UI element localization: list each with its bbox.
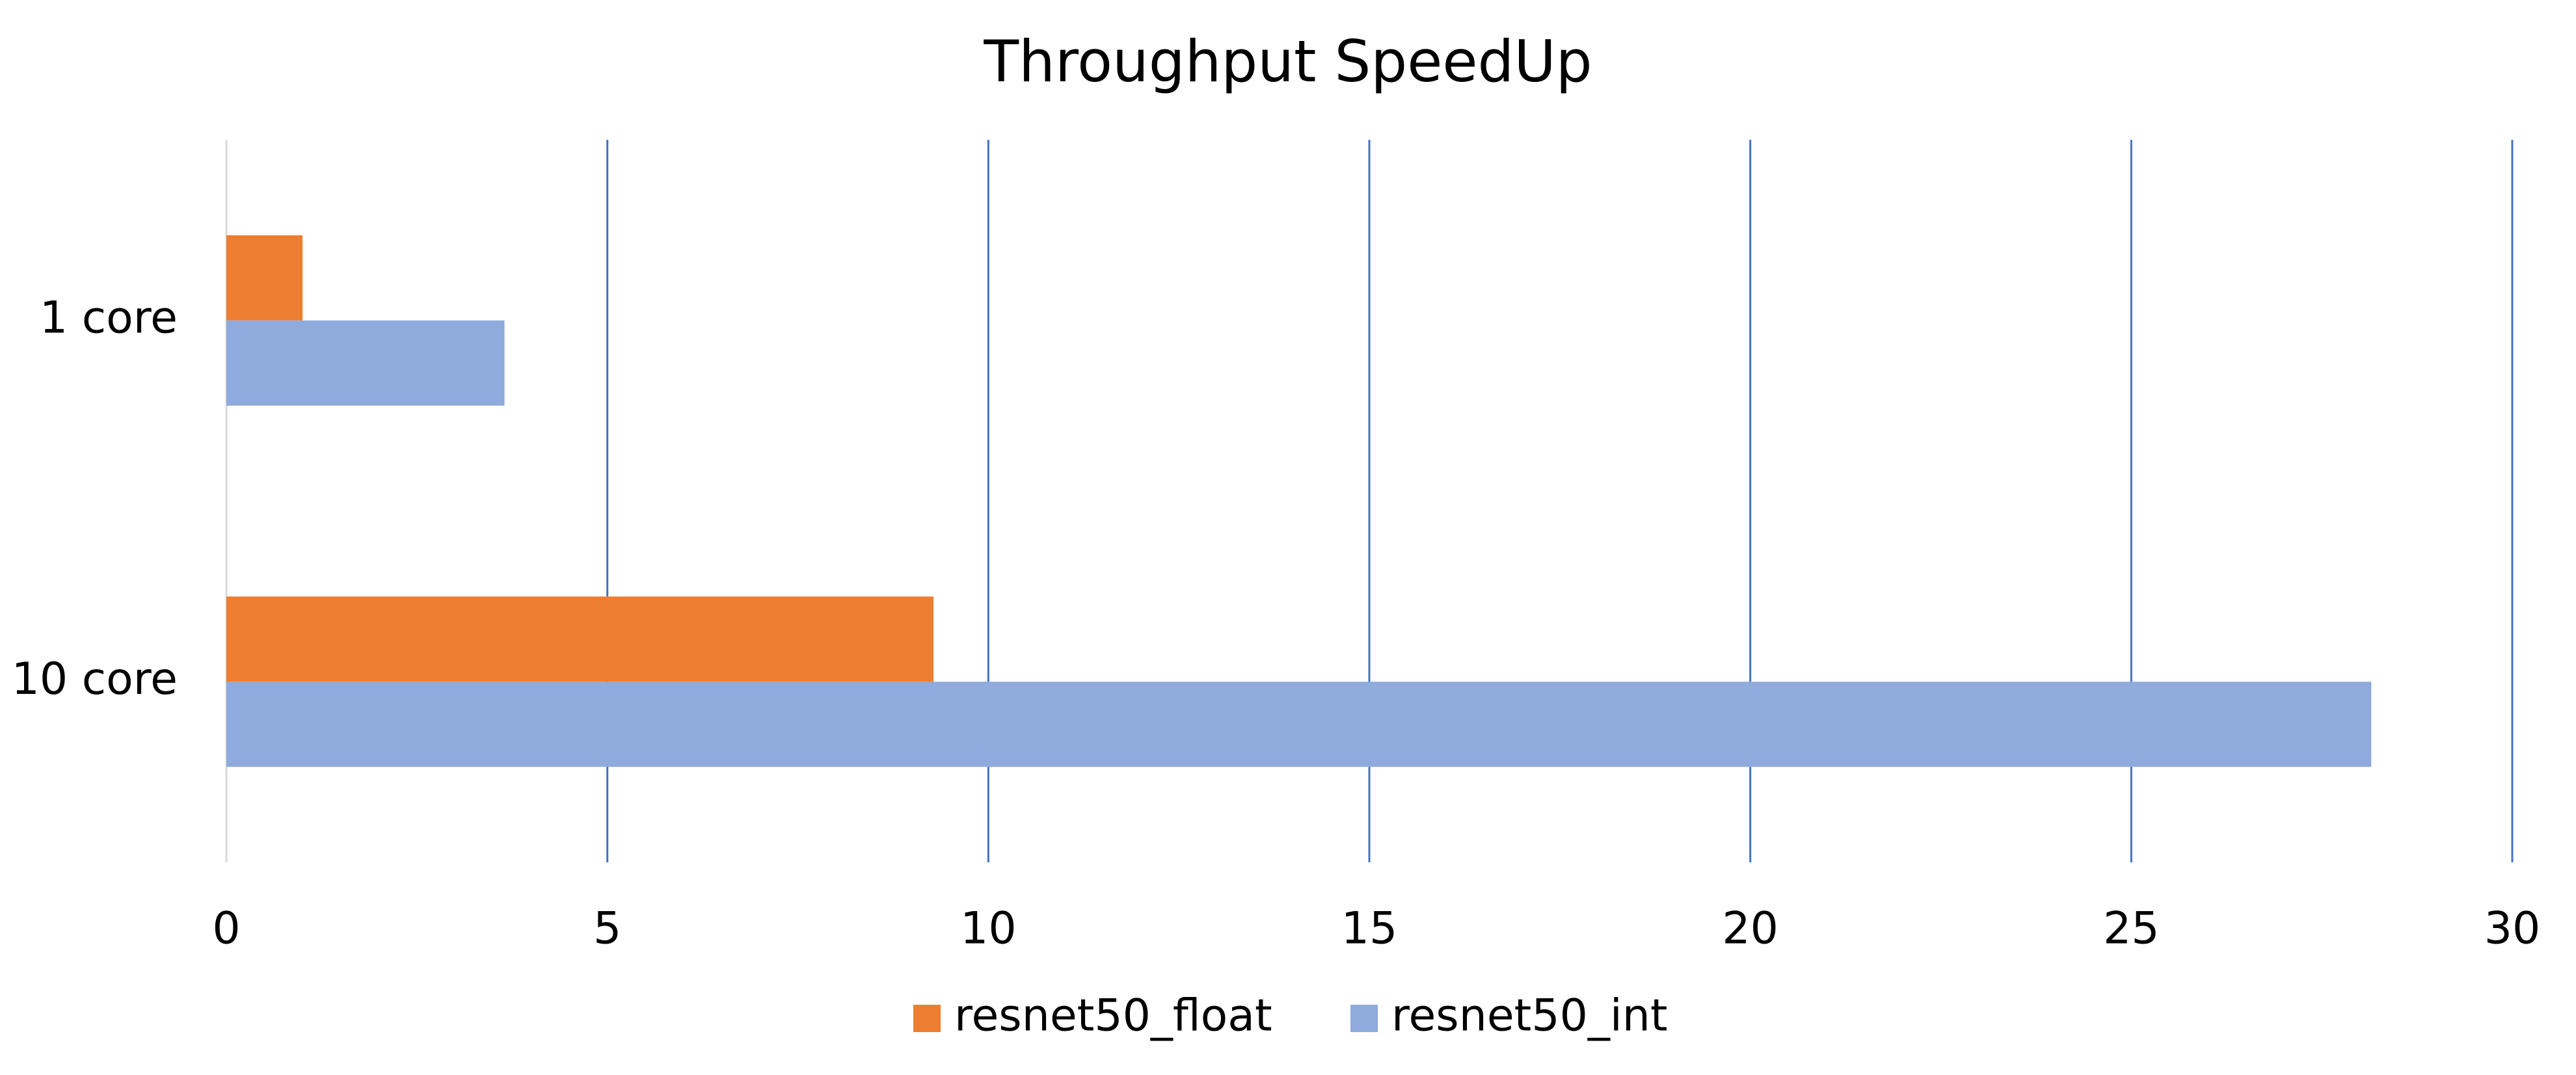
y-tick-label: 10 core — [12, 654, 178, 705]
legend-swatch — [913, 1005, 941, 1032]
x-tick-label: 20 — [1722, 903, 1778, 955]
bar — [226, 320, 505, 406]
bar — [226, 682, 2372, 767]
chart-title: Throughput SpeedUp — [983, 28, 1592, 95]
x-tick-label: 0 — [212, 903, 240, 955]
bar — [226, 235, 303, 321]
x-tick-label: 15 — [1341, 903, 1398, 955]
legend-swatch — [1350, 1005, 1378, 1032]
x-tick-label: 30 — [2484, 903, 2541, 955]
legend-label: resnet50_int — [1391, 990, 1668, 1042]
x-tick-label: 5 — [593, 903, 621, 955]
x-tick-label: 10 — [960, 903, 1017, 955]
legend-label: resnet50_float — [954, 990, 1272, 1042]
x-tick-label: 25 — [2103, 903, 2160, 955]
y-tick-label: 1 core — [40, 292, 178, 343]
bar — [226, 596, 933, 682]
